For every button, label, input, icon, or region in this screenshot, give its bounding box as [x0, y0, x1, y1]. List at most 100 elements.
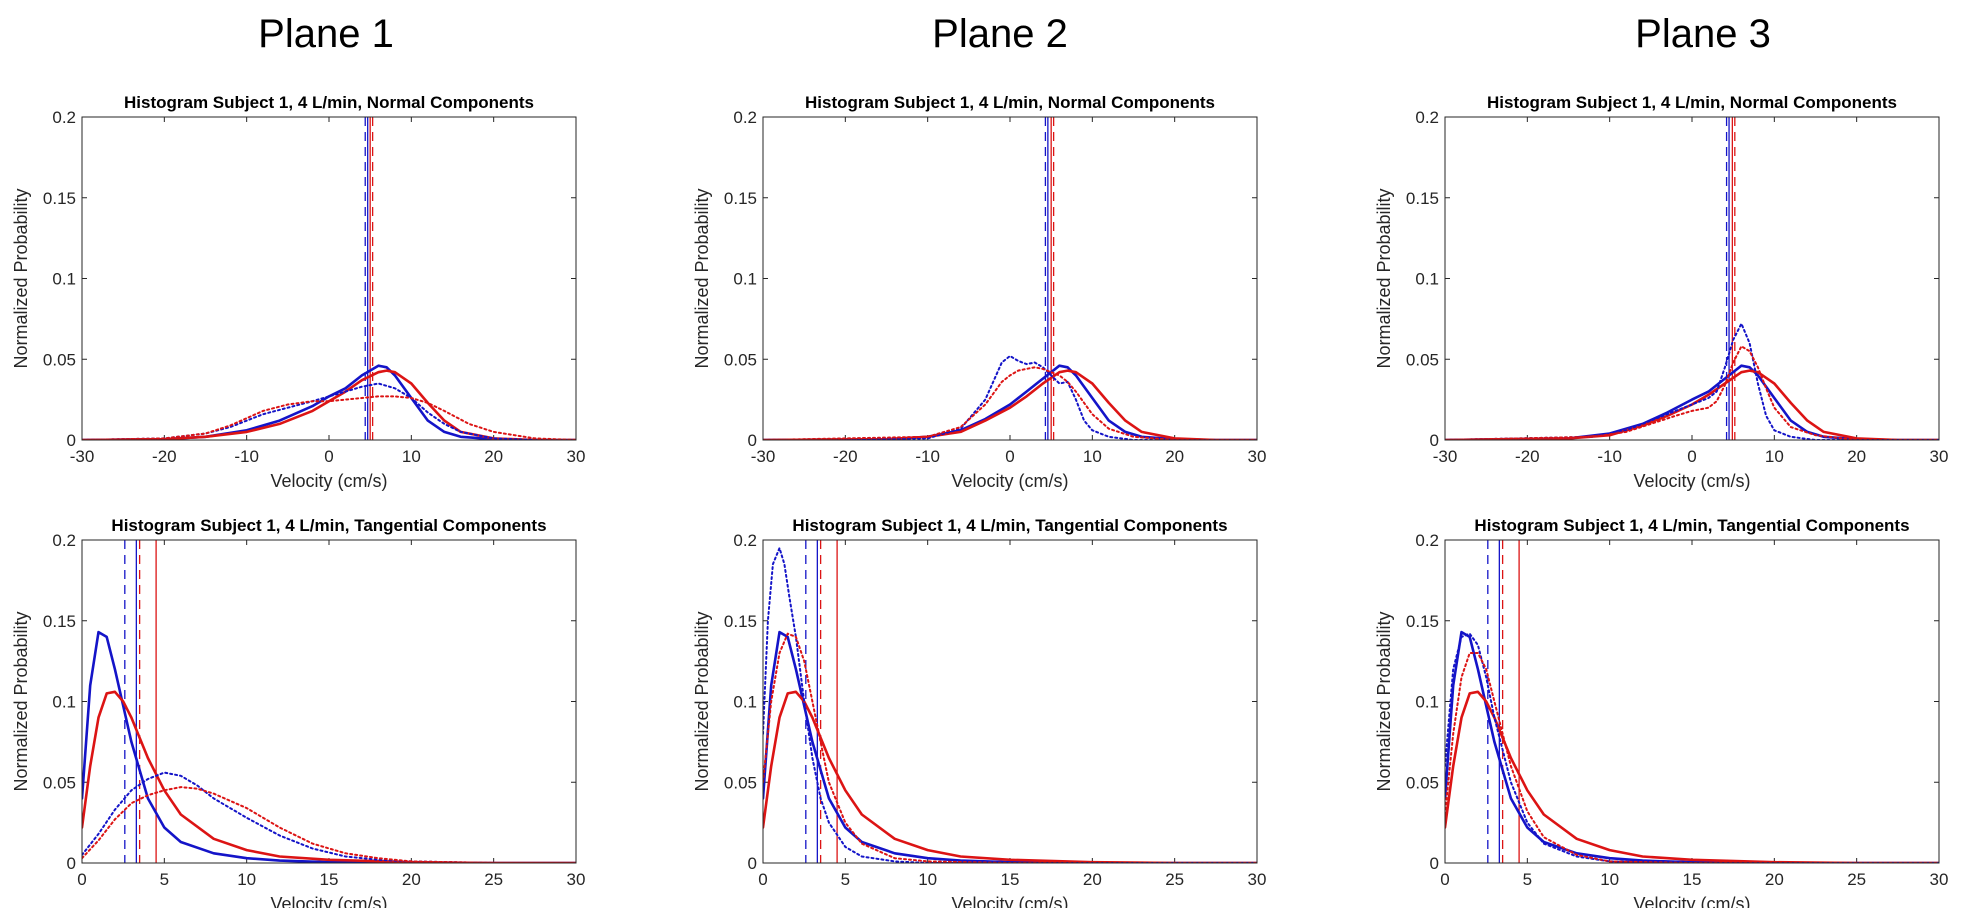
- x-tick-label: 10: [1083, 447, 1102, 466]
- y-tick-label: 0: [1430, 431, 1439, 450]
- x-tick-label: -10: [234, 447, 259, 466]
- y-tick-label: 0.1: [1415, 693, 1439, 712]
- axes-box: [81, 116, 577, 441]
- chart-tangential-plane-3: Histogram Subject 1, 4 L/min, Tangential…: [1374, 516, 1948, 908]
- y-tick-label: 0.1: [733, 270, 757, 289]
- y-tick-label: 0.2: [1415, 108, 1439, 127]
- x-tick-label: -10: [1597, 447, 1622, 466]
- series-blue-dotted: [1445, 322, 1939, 440]
- x-tick-label: -30: [751, 447, 776, 466]
- x-axis-label: Velocity (cm/s): [270, 894, 387, 908]
- series-red-solid: [1445, 690, 1939, 863]
- axes-box: [762, 116, 1258, 441]
- series-red-dotted: [1445, 652, 1939, 863]
- x-tick-label: 20: [402, 870, 421, 889]
- y-tick-label: 0.2: [52, 108, 76, 127]
- x-tick-label: 20: [1765, 870, 1784, 889]
- y-axis-label: Normalized Probability: [692, 611, 712, 791]
- y-axis-label: Normalized Probability: [11, 188, 31, 368]
- series-red-solid: [1445, 369, 1939, 440]
- x-tick-label: 20: [1847, 447, 1866, 466]
- chart-title: Histogram Subject 1, 4 L/min, Tangential…: [111, 516, 546, 535]
- series-red-solid: [763, 690, 1257, 863]
- y-axis-label: Normalized Probability: [11, 611, 31, 791]
- y-tick-label: 0.05: [43, 773, 76, 792]
- x-tick-label: -20: [833, 447, 858, 466]
- y-tick-label: 0.05: [1406, 350, 1439, 369]
- y-tick-label: 0.05: [724, 350, 757, 369]
- series-red-dotted: [1445, 345, 1939, 440]
- chart-title: Histogram Subject 1, 4 L/min, Normal Com…: [805, 93, 1215, 112]
- x-tick-label: 0: [324, 447, 333, 466]
- x-tick-label: 0: [1440, 870, 1449, 889]
- x-tick-label: 10: [1600, 870, 1619, 889]
- x-tick-label: 10: [1765, 447, 1784, 466]
- series-red-solid: [763, 369, 1257, 440]
- chart-normal-plane-3: Histogram Subject 1, 4 L/min, Normal Com…: [1374, 93, 1948, 491]
- series-blue-dotted: [82, 382, 576, 440]
- chart-tangential-plane-1: Histogram Subject 1, 4 L/min, Tangential…: [11, 516, 585, 908]
- y-tick-label: 0.1: [1415, 270, 1439, 289]
- x-tick-label: 15: [320, 870, 339, 889]
- x-tick-label: 20: [1165, 447, 1184, 466]
- x-tick-label: 30: [1930, 870, 1949, 889]
- x-tick-label: 0: [758, 870, 767, 889]
- x-tick-label: 10: [918, 870, 937, 889]
- axes-box: [81, 539, 577, 864]
- y-tick-label: 0.1: [733, 693, 757, 712]
- axes-box: [1444, 116, 1940, 441]
- series-blue-dotted: [82, 771, 576, 863]
- x-tick-label: 30: [567, 870, 586, 889]
- plot-area: [1445, 117, 1939, 440]
- series-blue-dotted: [763, 355, 1257, 440]
- x-tick-label: -20: [152, 447, 177, 466]
- x-tick-label: 5: [160, 870, 169, 889]
- x-tick-label: 20: [1083, 870, 1102, 889]
- y-axis-label: Normalized Probability: [1374, 611, 1394, 791]
- x-tick-label: 30: [1930, 447, 1949, 466]
- y-tick-label: 0.1: [52, 270, 76, 289]
- y-tick-label: 0: [67, 854, 76, 873]
- plot-area: [1445, 540, 1939, 863]
- chart-normal-plane-1: Histogram Subject 1, 4 L/min, Normal Com…: [11, 93, 585, 491]
- x-axis-label: Velocity (cm/s): [1633, 894, 1750, 908]
- x-tick-label: -20: [1515, 447, 1540, 466]
- y-tick-label: 0.15: [1406, 189, 1439, 208]
- y-tick-label: 0.2: [733, 531, 757, 550]
- series-red-dotted: [82, 395, 576, 440]
- x-tick-label: 25: [484, 870, 503, 889]
- y-tick-label: 0.05: [1406, 773, 1439, 792]
- plot-area: [82, 117, 576, 440]
- y-tick-label: 0: [1430, 854, 1439, 873]
- x-tick-label: 25: [1847, 870, 1866, 889]
- x-tick-label: 15: [1683, 870, 1702, 889]
- y-axis-label: Normalized Probability: [1374, 188, 1394, 368]
- x-tick-label: 0: [77, 870, 86, 889]
- x-tick-label: 5: [1523, 870, 1532, 889]
- series-red-dotted: [763, 632, 1257, 863]
- x-tick-label: 0: [1005, 447, 1014, 466]
- chart-normal-plane-2: Histogram Subject 1, 4 L/min, Normal Com…: [692, 93, 1266, 491]
- x-tick-label: 30: [567, 447, 586, 466]
- series-blue-dotted: [763, 547, 1257, 863]
- chart-title: Histogram Subject 1, 4 L/min, Tangential…: [1474, 516, 1909, 535]
- x-tick-label: 20: [484, 447, 503, 466]
- axes-box: [1444, 539, 1940, 864]
- y-tick-label: 0.05: [724, 773, 757, 792]
- x-axis-label: Velocity (cm/s): [1633, 471, 1750, 491]
- plot-area: [763, 117, 1257, 440]
- plane-2-title: Plane 2: [932, 12, 1068, 56]
- y-axis-label: Normalized Probability: [692, 188, 712, 368]
- y-tick-label: 0.05: [43, 350, 76, 369]
- x-tick-label: 0: [1687, 447, 1696, 466]
- plane-3-title: Plane 3: [1635, 12, 1771, 56]
- x-tick-label: 10: [237, 870, 256, 889]
- x-tick-label: 30: [1248, 870, 1267, 889]
- y-tick-label: 0.2: [1415, 531, 1439, 550]
- y-tick-label: 0: [748, 431, 757, 450]
- y-tick-label: 0: [748, 854, 757, 873]
- chart-title: Histogram Subject 1, 4 L/min, Normal Com…: [124, 93, 534, 112]
- x-tick-label: -10: [915, 447, 940, 466]
- x-tick-label: 25: [1165, 870, 1184, 889]
